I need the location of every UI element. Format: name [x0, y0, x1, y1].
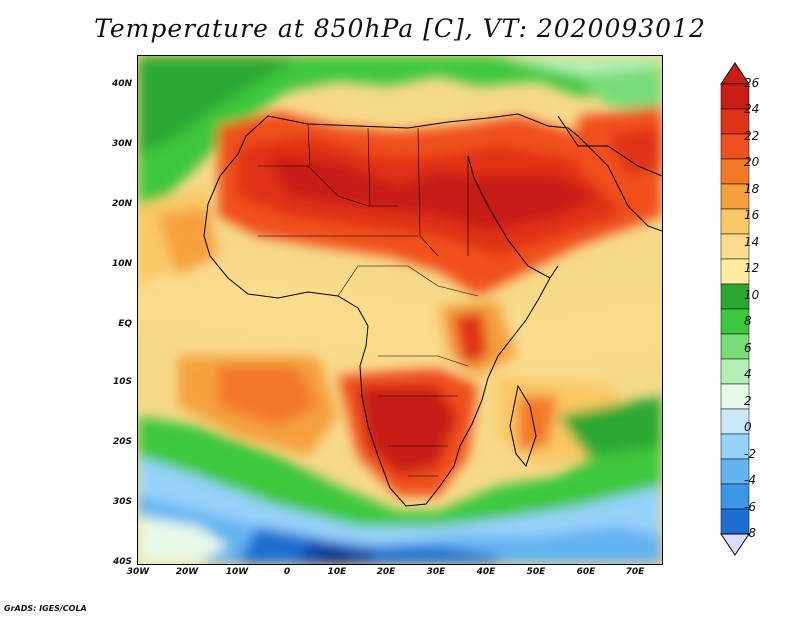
lon-label: 50E — [526, 567, 546, 577]
lat-label: 10N — [111, 259, 132, 269]
colorbar-tick-label: 0 — [744, 420, 752, 435]
lon-label: 60E — [576, 567, 596, 577]
lat-label: 40S — [112, 557, 132, 567]
lon-label: 20E — [376, 567, 396, 577]
colorbar-tick-label: 20 — [744, 155, 760, 170]
colorbar-swatch — [720, 283, 750, 310]
colorbar-tick-label: 22 — [744, 128, 760, 143]
colorbar-tick-label: 10 — [744, 287, 760, 302]
borders — [258, 123, 479, 477]
colorbar-tick-label: -8 — [744, 526, 756, 540]
colorbar-tick-label: 4 — [744, 367, 752, 382]
map-title: Temperature at 850hPa [C], VT: 202009301… — [94, 14, 706, 43]
colorbar-tick-label: 2 — [744, 393, 752, 408]
coastlines — [203, 113, 662, 507]
temperature-map — [137, 55, 663, 565]
lat-label: 40N — [111, 79, 132, 89]
colorbar-tick-label: 26 — [744, 76, 760, 90]
lon-label: 20W — [175, 567, 199, 577]
lon-label: 40E — [476, 567, 496, 577]
lon-label: 30E — [426, 567, 446, 577]
colorbar-swatch — [720, 133, 750, 160]
map-canvas — [138, 56, 662, 564]
colorbar-swatch — [720, 408, 750, 435]
colorbar-tick-label: 6 — [744, 340, 752, 355]
colorbar-swatch — [720, 333, 750, 360]
colorbar-tick-label: -2 — [744, 446, 756, 461]
colorbar-tick-label: -4 — [744, 473, 756, 488]
colorbar-swatch — [720, 233, 750, 260]
temperature-field — [138, 56, 662, 564]
lat-label: 10S — [112, 377, 132, 387]
lon-label: 70E — [625, 567, 645, 577]
colorbar-tick-label: 14 — [744, 234, 760, 249]
credit-text: GrADS: IGES/COLA — [4, 604, 87, 613]
lon-label: 10W — [225, 567, 249, 577]
colorbar-min-arrow — [720, 533, 750, 556]
lon-label: 10E — [327, 567, 347, 577]
colorbar-tick-label: 18 — [744, 181, 760, 196]
colorbar-swatch — [720, 158, 750, 185]
colorbar-swatch — [720, 183, 750, 210]
lat-label: 30N — [111, 139, 132, 149]
colorbar-swatch — [720, 108, 750, 135]
lon-label: 30W — [126, 567, 150, 577]
colorbar-tick-label: -6 — [744, 499, 756, 514]
colorbar-swatch — [720, 508, 750, 535]
lat-label: EQ — [118, 319, 132, 329]
lat-label: 20S — [112, 437, 132, 447]
lon-label: 0 — [283, 567, 291, 577]
colorbar-swatch — [720, 383, 750, 410]
colorbar-tick-label: 24 — [744, 102, 760, 117]
colorbar-swatch — [720, 483, 750, 510]
colorbar-swatch — [720, 458, 750, 485]
colorbar-tick-label: 12 — [744, 261, 760, 276]
colorbar-swatch — [720, 433, 750, 460]
colorbar-swatch — [720, 83, 750, 110]
lat-label: 20N — [111, 199, 132, 209]
colorbar-swatch — [720, 258, 750, 285]
colorbar-swatch — [720, 358, 750, 385]
lat-label: 30S — [112, 497, 132, 507]
colorbar — [720, 62, 750, 556]
colorbar-tick-label: 8 — [744, 314, 752, 329]
colorbar-tick-label: 16 — [744, 208, 760, 223]
